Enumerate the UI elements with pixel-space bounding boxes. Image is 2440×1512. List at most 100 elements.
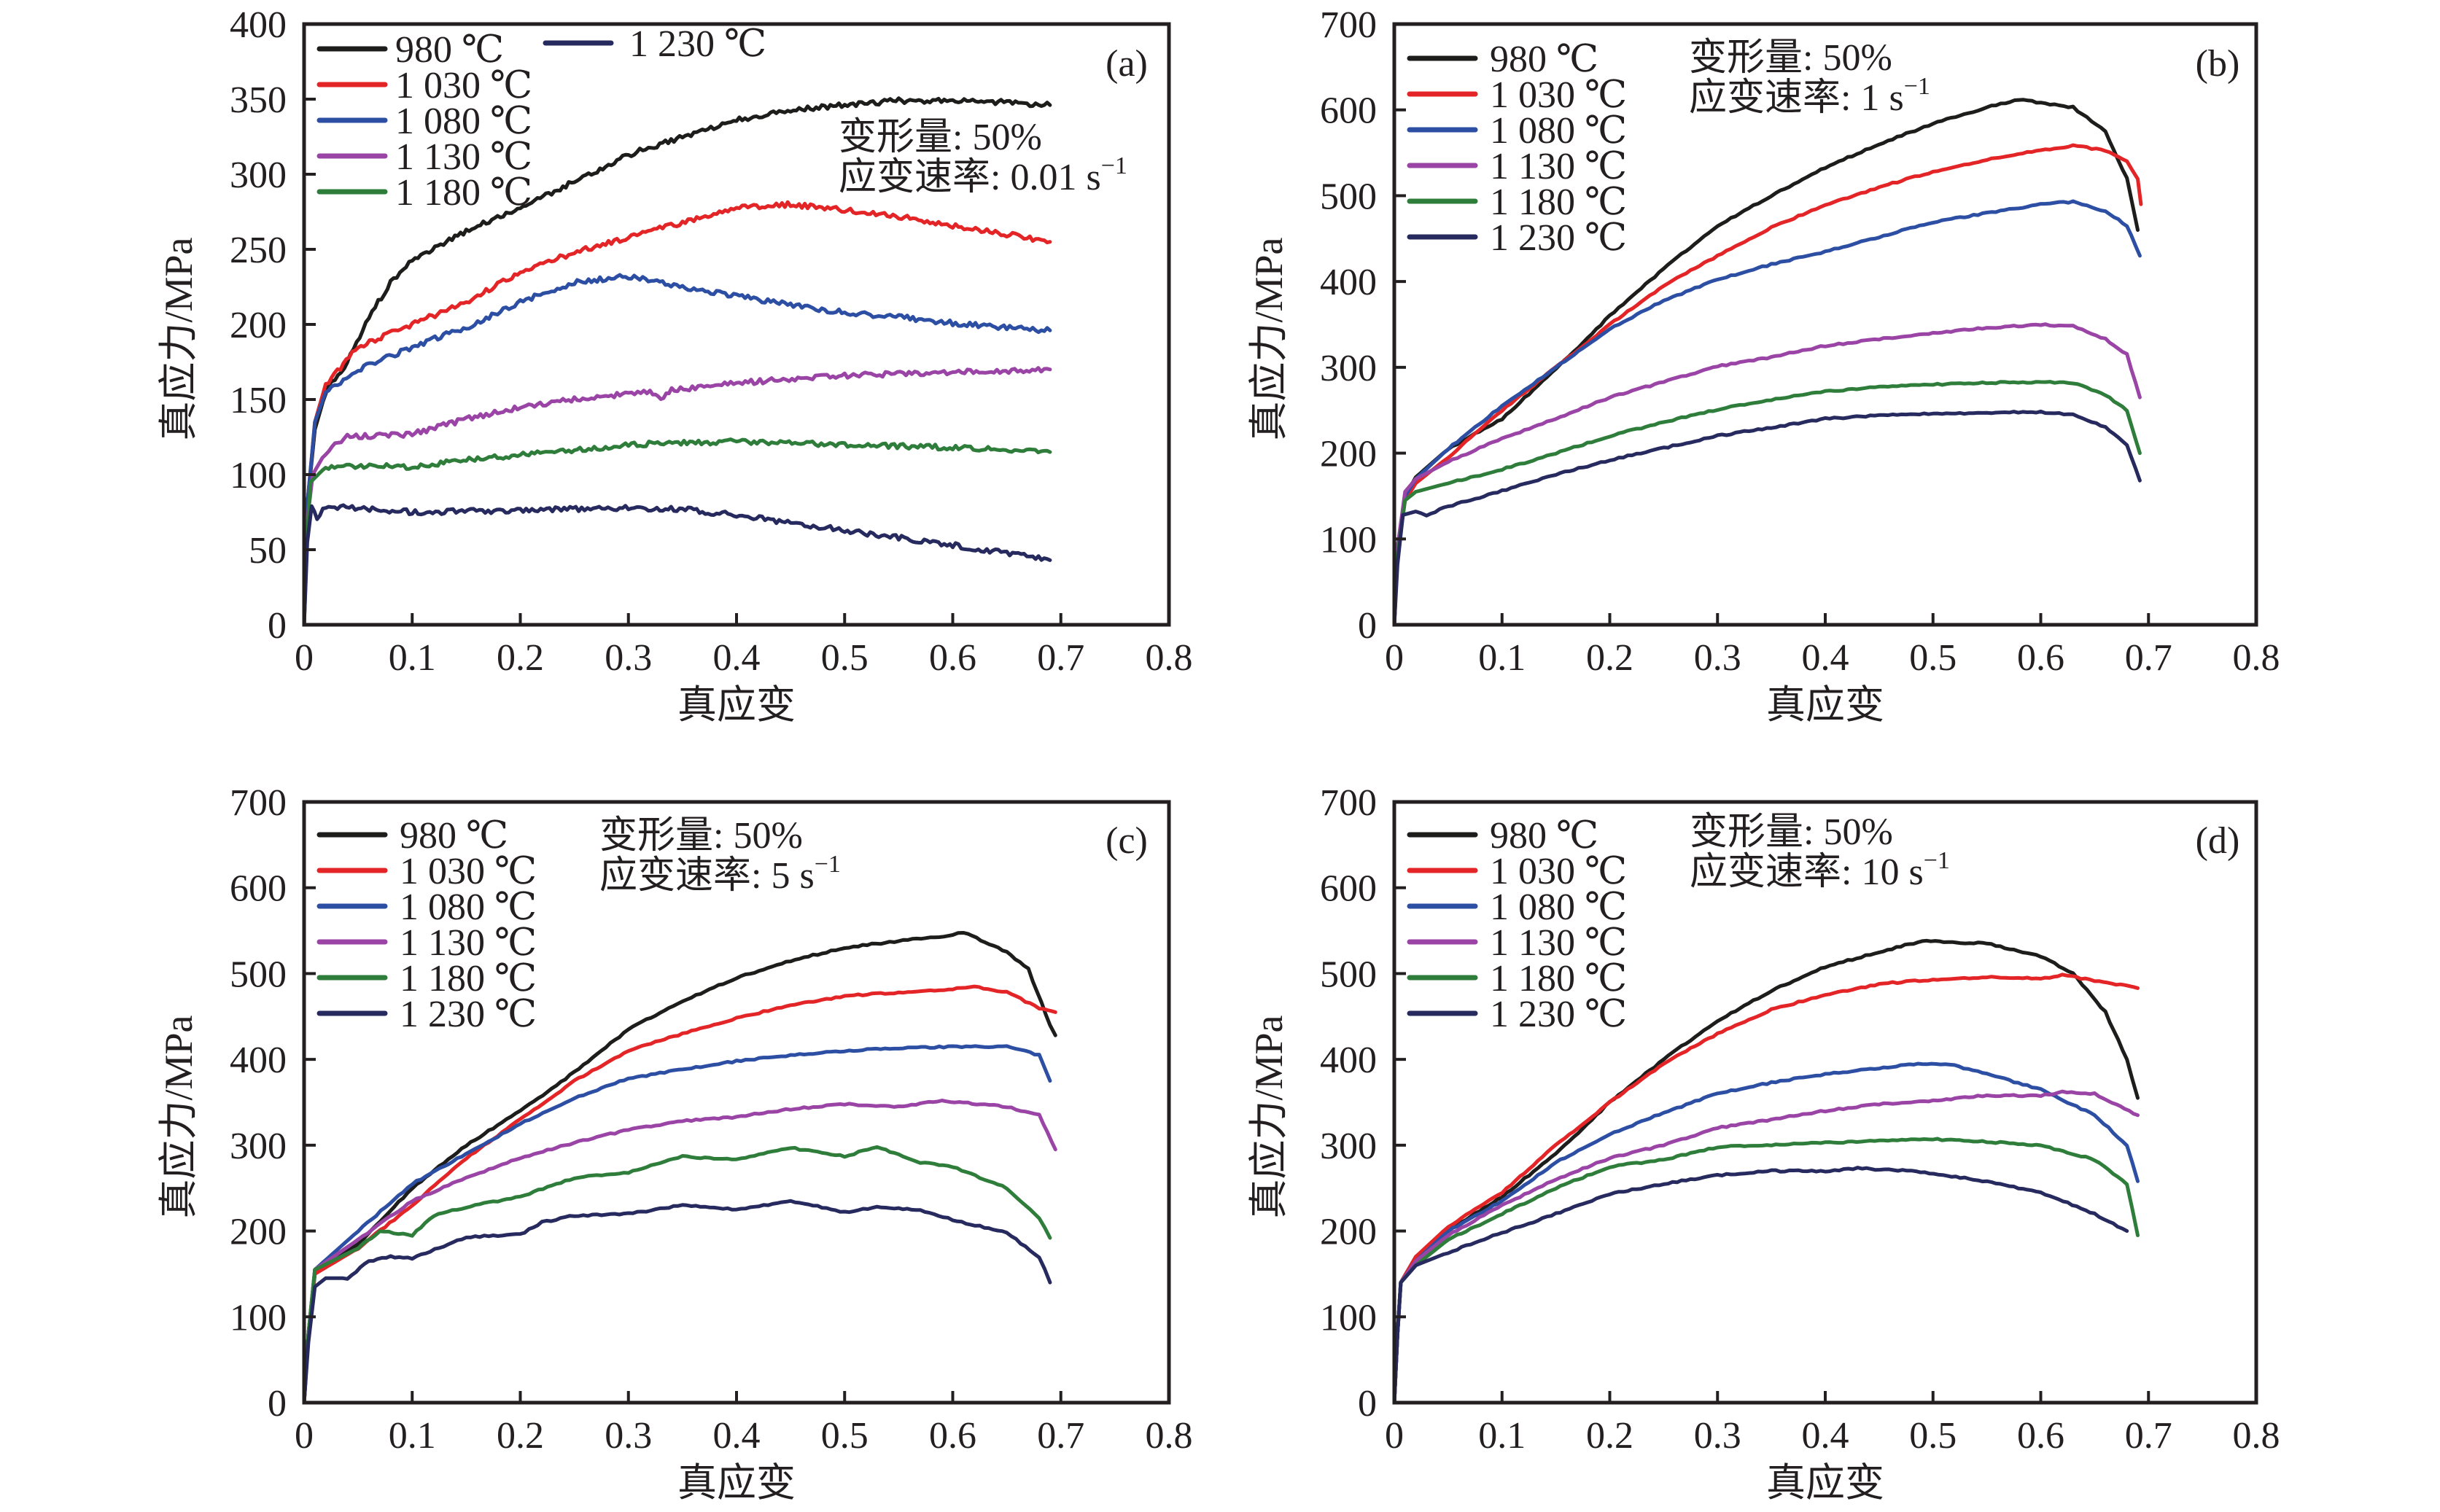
x-axis: 0 0.1 0.2 0.3 0.4 0.5 0.6 0.7 0.8	[1385, 1391, 2280, 1457]
y-tick-label: 400	[1320, 1040, 1377, 1081]
y-tick-label: 350	[230, 79, 287, 121]
strain-rate-exponent: −1	[1924, 847, 1950, 874]
x-tick-label: 0.2	[497, 637, 544, 679]
legend-item: 1 080 ℃	[316, 101, 532, 142]
legend-item: 1 030 ℃	[1407, 851, 1627, 892]
x-tick-label: 0.7	[2125, 637, 2172, 679]
strain-rate-label: 应变速率: 1 s−1	[1689, 73, 1930, 119]
legend-item: 980 ℃	[1407, 815, 1598, 857]
x-tick-label: 0.6	[2017, 1415, 2064, 1457]
strain-rate-label: 应变速率: 10 s−1	[1690, 847, 1950, 893]
legend: 980 ℃1 030 ℃1 080 ℃1 130 ℃1 180 ℃1 230 ℃	[316, 23, 766, 214]
legend-item: 980 ℃	[316, 29, 504, 71]
y-tick-label: 300	[1320, 1126, 1377, 1167]
legend-label: 1 230 ℃	[1490, 994, 1627, 1035]
y-tick-label: 50	[249, 530, 287, 572]
x-tick-label: 0.4	[1802, 1415, 1849, 1457]
legend-label: 1 230 ℃	[1490, 217, 1627, 259]
y-tick-label: 500	[1320, 176, 1377, 217]
panel-label: (c)	[1106, 820, 1148, 862]
x-axis-title: 真应变	[1766, 1461, 1884, 1505]
x-tick-label: 0.3	[1694, 1415, 1741, 1457]
legend-label: 980 ℃	[1490, 815, 1598, 857]
legend-label: 1 030 ℃	[1490, 851, 1627, 892]
legend-label: 1 180 ℃	[400, 958, 537, 999]
y-axis-title: 真应力/MPa	[1247, 1015, 1291, 1218]
legend-item: 1 130 ℃	[316, 136, 532, 178]
legend-label: 1 180 ℃	[1490, 182, 1627, 223]
annotation: 变形量: 50%应变速率: 1 s−1	[1689, 37, 1930, 119]
legend-label: 1 030 ℃	[395, 65, 532, 106]
legend-label: 980 ℃	[400, 815, 508, 857]
x-tick-label: 0.7	[1037, 1415, 1084, 1457]
series-line-1080C	[302, 1044, 1052, 1405]
y-tick-label: 300	[230, 1126, 287, 1167]
legend-label: 1 230 ℃	[400, 994, 537, 1035]
series-group	[302, 931, 1057, 1405]
series-line-1080C	[1392, 1061, 2140, 1405]
strain-rate-label: 应变速率: 5 s−1	[599, 851, 841, 897]
x-tick-label: 0.8	[1146, 637, 1193, 679]
x-tick-label: 0.4	[713, 637, 761, 679]
series-line-1230C	[302, 1199, 1052, 1405]
series-line-980C	[302, 96, 1052, 627]
y-axis-title: 真应力/MPa	[1247, 237, 1291, 440]
x-tick-label: 0.2	[1586, 1415, 1633, 1457]
panel-label: (b)	[2196, 43, 2240, 85]
x-tick-label: 0.8	[2233, 1415, 2280, 1457]
strain-rate-value: 应变速率: 5 s	[599, 855, 815, 897]
legend-label: 980 ℃	[1490, 39, 1598, 80]
y-axis: 0 100 200 300 400 500 600 700	[1320, 782, 1406, 1425]
strain-rate-exponent: −1	[815, 851, 841, 878]
series-line-980C	[1392, 938, 2140, 1405]
legend-item: 1 230 ℃	[1407, 217, 1627, 259]
chart-panel-d: 0 0.1 0.2 0.3 0.4 0.5 0.6 0.7 0.8 0 100 200 300 400 50…	[1247, 782, 2280, 1505]
x-axis: 0 0.1 0.2 0.3 0.4 0.5 0.6 0.7 0.8	[295, 1391, 1193, 1457]
x-tick-label: 0.5	[821, 1415, 869, 1457]
x-tick-label: 0.6	[2017, 637, 2064, 679]
series-line-1230C	[1392, 1166, 2129, 1405]
deformation-amount-label: 变形量: 50%	[599, 815, 803, 857]
y-tick-label: 0	[1358, 605, 1377, 647]
legend-item: 980 ℃	[316, 815, 508, 857]
x-tick-label: 0.1	[1478, 1415, 1526, 1457]
series-line-980C	[1392, 98, 2140, 627]
y-tick-label: 600	[1320, 868, 1377, 910]
legend-item: 1 180 ℃	[1407, 958, 1627, 999]
y-tick-label: 200	[230, 305, 287, 346]
legend-item: 1 080 ℃	[1407, 886, 1627, 928]
legend-label: 1 130 ℃	[395, 136, 532, 178]
strain-rate-value: 应变速率: 0.01 s	[839, 157, 1101, 198]
x-tick-label: 0	[295, 637, 314, 679]
x-tick-label: 0.5	[821, 637, 869, 679]
annotation: 变形量: 50%应变速率: 10 s−1	[1690, 811, 1950, 893]
legend-item: 1 130 ℃	[1407, 922, 1627, 964]
legend-item: 980 ℃	[1407, 39, 1598, 80]
legend-item: 1 230 ℃	[543, 23, 766, 65]
legend-item: 1 080 ℃	[1407, 110, 1627, 152]
legend-label: 1 030 ℃	[400, 851, 537, 892]
series-line-1130C	[302, 366, 1052, 627]
annotation: 变形量: 50%应变速率: 0.01 s−1	[839, 117, 1127, 198]
x-tick-label: 0.7	[1037, 637, 1084, 679]
x-tick-label: 0.3	[605, 1415, 652, 1457]
series-line-1080C	[1392, 199, 2142, 627]
legend-item: 1 230 ℃	[1407, 994, 1627, 1035]
y-tick-label: 700	[1320, 782, 1377, 824]
legend-label: 1 180 ℃	[1490, 958, 1627, 999]
legend-item: 1 230 ℃	[316, 994, 537, 1035]
x-tick-label: 0.2	[497, 1415, 544, 1457]
legend-item: 1 080 ℃	[316, 886, 537, 928]
deformation-amount-label: 变形量: 50%	[1689, 37, 1892, 79]
strain-rate-value: 应变速率: 10 s	[1690, 852, 1924, 893]
x-tick-label: 0.7	[2125, 1415, 2172, 1457]
y-tick-label: 400	[230, 1040, 287, 1081]
legend: 980 ℃1 030 ℃1 080 ℃1 130 ℃1 180 ℃1 230 ℃	[1407, 39, 1627, 259]
x-tick-label: 0	[1385, 1415, 1404, 1457]
y-axis-title: 真应力/MPa	[157, 237, 201, 440]
series-group	[1392, 938, 2140, 1405]
y-tick-label: 200	[1320, 434, 1377, 475]
series-line-1180C	[1392, 1137, 2140, 1405]
series-group	[1392, 98, 2143, 627]
y-tick-label: 200	[1320, 1212, 1377, 1253]
